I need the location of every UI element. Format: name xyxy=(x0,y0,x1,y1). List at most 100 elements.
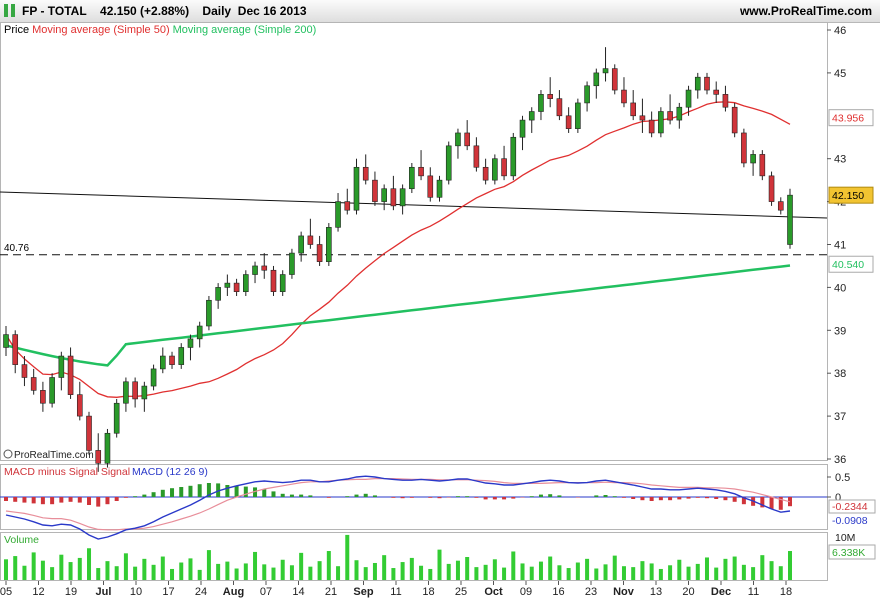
date-tick-label: Oct xyxy=(484,586,503,598)
candle-body xyxy=(464,132,470,147)
macd-hist-bar xyxy=(548,494,553,497)
date-tick-label: Sep xyxy=(353,586,373,598)
macd-hist-bar xyxy=(704,497,709,499)
candle-body xyxy=(381,188,387,202)
candle-body xyxy=(685,89,692,108)
candle-body xyxy=(731,106,738,134)
candle-body xyxy=(519,119,526,138)
candle-body xyxy=(141,385,148,400)
candle-body xyxy=(372,179,378,202)
volume-bar xyxy=(723,558,728,580)
date-tick-label: 18 xyxy=(422,586,434,598)
date-tick-label: 17 xyxy=(162,586,174,598)
flag-icon xyxy=(11,4,15,17)
last-change: 42.150 (+2.88%) xyxy=(100,4,190,18)
volume-bar xyxy=(446,563,451,580)
macd-hist-bar xyxy=(354,494,359,497)
volume-bar xyxy=(326,551,331,580)
macd-hist-bar xyxy=(658,497,663,501)
macd-hist-bar xyxy=(22,497,27,503)
candle-body xyxy=(565,115,572,129)
candle-body xyxy=(187,338,194,348)
volume-bar xyxy=(170,568,175,580)
volume-bar xyxy=(382,555,387,580)
macd-hist-bar xyxy=(77,497,82,503)
candle-body xyxy=(409,166,415,190)
volume-bar xyxy=(336,566,341,580)
macd-hist-bar xyxy=(529,496,534,497)
volume-bar xyxy=(225,561,230,580)
volume-bar xyxy=(271,567,276,580)
macd-hist-bar xyxy=(372,495,377,497)
volume-bar xyxy=(455,560,460,580)
candle-body xyxy=(353,166,360,211)
macd-hist-bar xyxy=(603,495,608,497)
candle-body xyxy=(243,274,249,292)
candle-body xyxy=(492,158,498,181)
macd-hist-bar xyxy=(621,497,626,498)
date-tick-label: 09 xyxy=(520,586,532,598)
date-tick-label: 10 xyxy=(130,586,142,598)
candle-body xyxy=(584,85,590,104)
date-tick-label: 24 xyxy=(195,586,207,598)
copyright-icon xyxy=(3,449,13,459)
legend-entry: Moving average (Simple 50) xyxy=(32,24,170,36)
volume-bar xyxy=(751,567,756,580)
volume-bar xyxy=(585,558,590,580)
volume-bar xyxy=(474,567,479,580)
volume-bar xyxy=(668,565,673,580)
site-label[interactable]: www.ProRealTime.com xyxy=(739,4,872,18)
candle-body xyxy=(160,355,166,370)
title-bar: FP - TOTAL 42.150 (+2.88%) Daily Dec 16 … xyxy=(0,0,880,23)
candle-body xyxy=(768,175,775,202)
candle-body xyxy=(362,166,369,181)
macd-hist-bar xyxy=(677,497,682,500)
candle-body xyxy=(602,68,609,74)
copyright-label: ProRealTime.com xyxy=(14,450,94,461)
macd-hist-bar xyxy=(511,497,516,499)
volume-bar xyxy=(538,561,543,580)
candle-body xyxy=(307,235,314,245)
volume-bar xyxy=(123,553,128,580)
volume-bar xyxy=(372,562,377,580)
volume-bar xyxy=(354,560,359,580)
candle-body xyxy=(741,132,747,164)
candle-body xyxy=(316,244,323,262)
volume-bar xyxy=(114,566,119,580)
macd-hist-bar xyxy=(345,496,350,497)
candle-body xyxy=(510,136,517,177)
volume-bar xyxy=(50,567,55,580)
volume-bar xyxy=(363,567,368,580)
ma50-tag: 43.956 xyxy=(832,113,864,125)
volume-bar xyxy=(419,565,424,580)
volume-bar xyxy=(612,555,617,580)
macd-hist-bar xyxy=(778,497,783,510)
candle-body xyxy=(427,175,434,198)
price-tick-label: 41 xyxy=(834,240,846,252)
macd-hist-bar xyxy=(363,493,368,497)
candle-body xyxy=(215,287,221,301)
candle-body xyxy=(150,368,157,387)
volume-bar xyxy=(40,560,45,580)
volume-bar xyxy=(197,569,202,580)
macd-hist-bar xyxy=(723,497,728,501)
volume-bar xyxy=(22,565,27,580)
macd-hist-bar xyxy=(437,497,442,499)
candle-body xyxy=(123,381,129,404)
price-tick-label: 38 xyxy=(834,368,846,380)
candle-body xyxy=(694,76,701,91)
macd-hist-bar xyxy=(400,497,405,499)
candle-body xyxy=(528,111,535,121)
volume-bar xyxy=(133,566,138,580)
candle-body xyxy=(593,72,600,87)
volume-bar xyxy=(31,552,36,580)
volume-bar xyxy=(465,557,470,580)
candle-body xyxy=(298,235,304,254)
date-tick-label: 05 xyxy=(0,586,12,598)
trend-line xyxy=(0,191,828,219)
volume-bar xyxy=(345,534,350,580)
macd-hist-bar xyxy=(253,487,258,497)
volume-bar xyxy=(105,561,110,580)
macd-hist-bar xyxy=(640,497,645,501)
price-tick-label: 45 xyxy=(834,68,846,80)
